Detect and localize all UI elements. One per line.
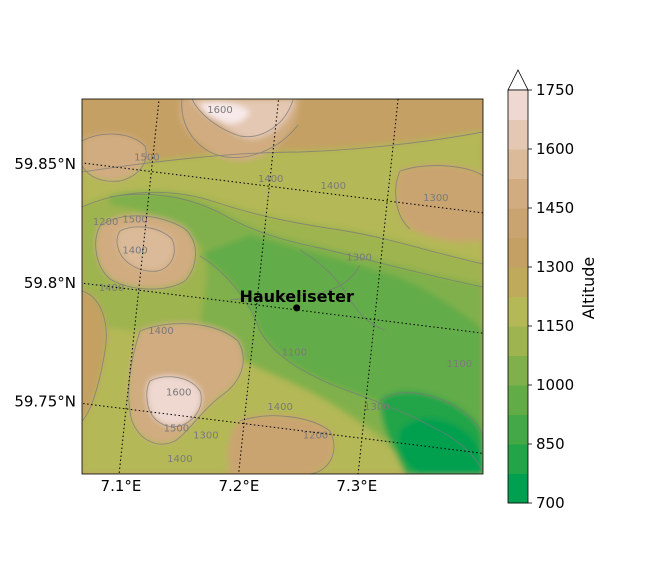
longitude-tick-label: 7.2°E [218, 477, 259, 495]
colorbar-segment [508, 237, 528, 268]
contour-label: 1400 [267, 402, 292, 413]
colorbar-segment [508, 296, 528, 327]
contour-label: 1300 [193, 430, 218, 441]
station-group: Haukeliseter [239, 287, 354, 312]
colorbar-segment [508, 149, 528, 179]
contour-lines [82, 99, 483, 474]
colorbar-tick-label: 1600 [536, 140, 574, 158]
colorbar-frame [507, 89, 529, 504]
meridian-line [238, 99, 280, 474]
colorbar-segment [508, 326, 528, 356]
graticule [82, 99, 483, 474]
contour-label: 1500 [134, 153, 159, 164]
station-marker[interactable] [293, 304, 301, 312]
meridian-line [357, 99, 399, 474]
contour-label: 1400 [258, 174, 283, 185]
colorbar-tick-label: 1450 [536, 199, 574, 217]
contour-line [116, 226, 175, 272]
station-label: Haukeliseter [239, 287, 353, 306]
colorbar-segment [508, 355, 528, 386]
contour-line [82, 133, 147, 182]
contour-label: 1100 [282, 347, 307, 358]
contour-label: 1500 [164, 423, 189, 434]
colorbar-segment [508, 414, 528, 445]
terrain-highland-south [227, 414, 334, 474]
contour-label: 1400 [320, 181, 345, 192]
colorbar-segment [508, 178, 528, 209]
contour-line [399, 165, 483, 177]
colorbar-tick-label: 1750 [536, 81, 574, 99]
contour-label: 1500 [122, 214, 147, 225]
contour-line [82, 131, 483, 173]
colorbar-segment [508, 119, 528, 150]
contour-label: 1400 [148, 326, 173, 337]
contour-label: 1200 [303, 430, 328, 441]
contour-label: 1300 [423, 193, 448, 204]
colorbar-tick-label: 1150 [536, 317, 574, 335]
longitude-tick-labels: 7.1°E 7.2°E 7.3°E [101, 477, 378, 495]
contour-label: 1100 [447, 359, 472, 370]
contour-labels: 1600 1500 1500 1400 1400 1400 1400 1300 1300 1200… [93, 105, 472, 465]
latitude-tick-label: 59.75°N [14, 393, 76, 411]
contour-line [199, 255, 483, 472]
contour-line [299, 249, 386, 331]
colorbar-tick-label: 850 [536, 435, 565, 453]
contour-line [82, 191, 483, 265]
terrain-highland-north-summit [200, 102, 250, 124]
contour-line [146, 376, 202, 428]
contour-line [239, 415, 335, 474]
colorbar-ticks: 700 850 1000 1150 1300 1450 1600 1750 [528, 81, 574, 512]
contour-label: 1400 [122, 245, 147, 256]
colorbar-tick-label: 1300 [536, 258, 574, 276]
terrain-highland-southwest-peak [146, 375, 202, 426]
latitude-tick-label: 59.8°N [24, 274, 76, 292]
map-frame [81, 98, 484, 475]
parallel-line [82, 162, 483, 214]
contour-line [128, 323, 244, 445]
colorbar-tick-label: 1000 [536, 376, 574, 394]
contour-line [395, 170, 411, 230]
colorbar-segments [508, 90, 528, 504]
colorbar-segment [508, 90, 528, 120]
contour-label: 1300 [346, 252, 371, 263]
terrain-west-edge [82, 290, 107, 420]
contour-label: 1200 [93, 217, 118, 228]
contour-line [181, 99, 299, 159]
colorbar-segment [508, 444, 528, 474]
contour-label: 1600 [166, 388, 191, 399]
terrain-lowland-core [398, 418, 483, 474]
contour-line [109, 193, 483, 288]
longitude-tick-label: 7.3°E [336, 477, 377, 495]
terrain-highland-west-peak [117, 225, 175, 271]
latitude-tick-labels: 59.85°N 59.8°N 59.75°N [14, 155, 76, 410]
contour-line [229, 264, 361, 301]
map-panel: 1600 1500 1500 1400 1400 1400 1400 1300 1300 1200… [82, 99, 483, 474]
contour-label: 1400 [99, 283, 124, 294]
meridian-line [118, 99, 160, 474]
colorbar-extend-triangle [507, 69, 529, 91]
contour-line [95, 215, 196, 290]
contour-line [82, 290, 107, 422]
colorbar-tick-label: 700 [536, 494, 565, 512]
parallel-line [82, 402, 483, 454]
contour-label: 1400 [167, 454, 192, 465]
colorbar-segment [508, 473, 528, 504]
terrain-highland-east [395, 164, 483, 242]
terrain-fill [82, 99, 483, 474]
parallel-line [82, 282, 483, 334]
longitude-tick-label: 7.1°E [101, 477, 142, 495]
colorbar-segment [508, 385, 528, 415]
colorbar: 700 850 1000 1150 1300 1450 1600 1750 Altitude [507, 69, 598, 512]
contour-label: 1300 [364, 402, 389, 413]
terrain-highland-northwest [82, 133, 147, 181]
colorbar-label: Altitude [579, 257, 598, 320]
contour-line [379, 392, 483, 442]
contour-line [191, 99, 294, 138]
contour-label: 1600 [207, 105, 232, 116]
latitude-tick-label: 59.85°N [14, 155, 76, 173]
colorbar-segment [508, 208, 528, 238]
colorbar-segment [508, 267, 528, 297]
